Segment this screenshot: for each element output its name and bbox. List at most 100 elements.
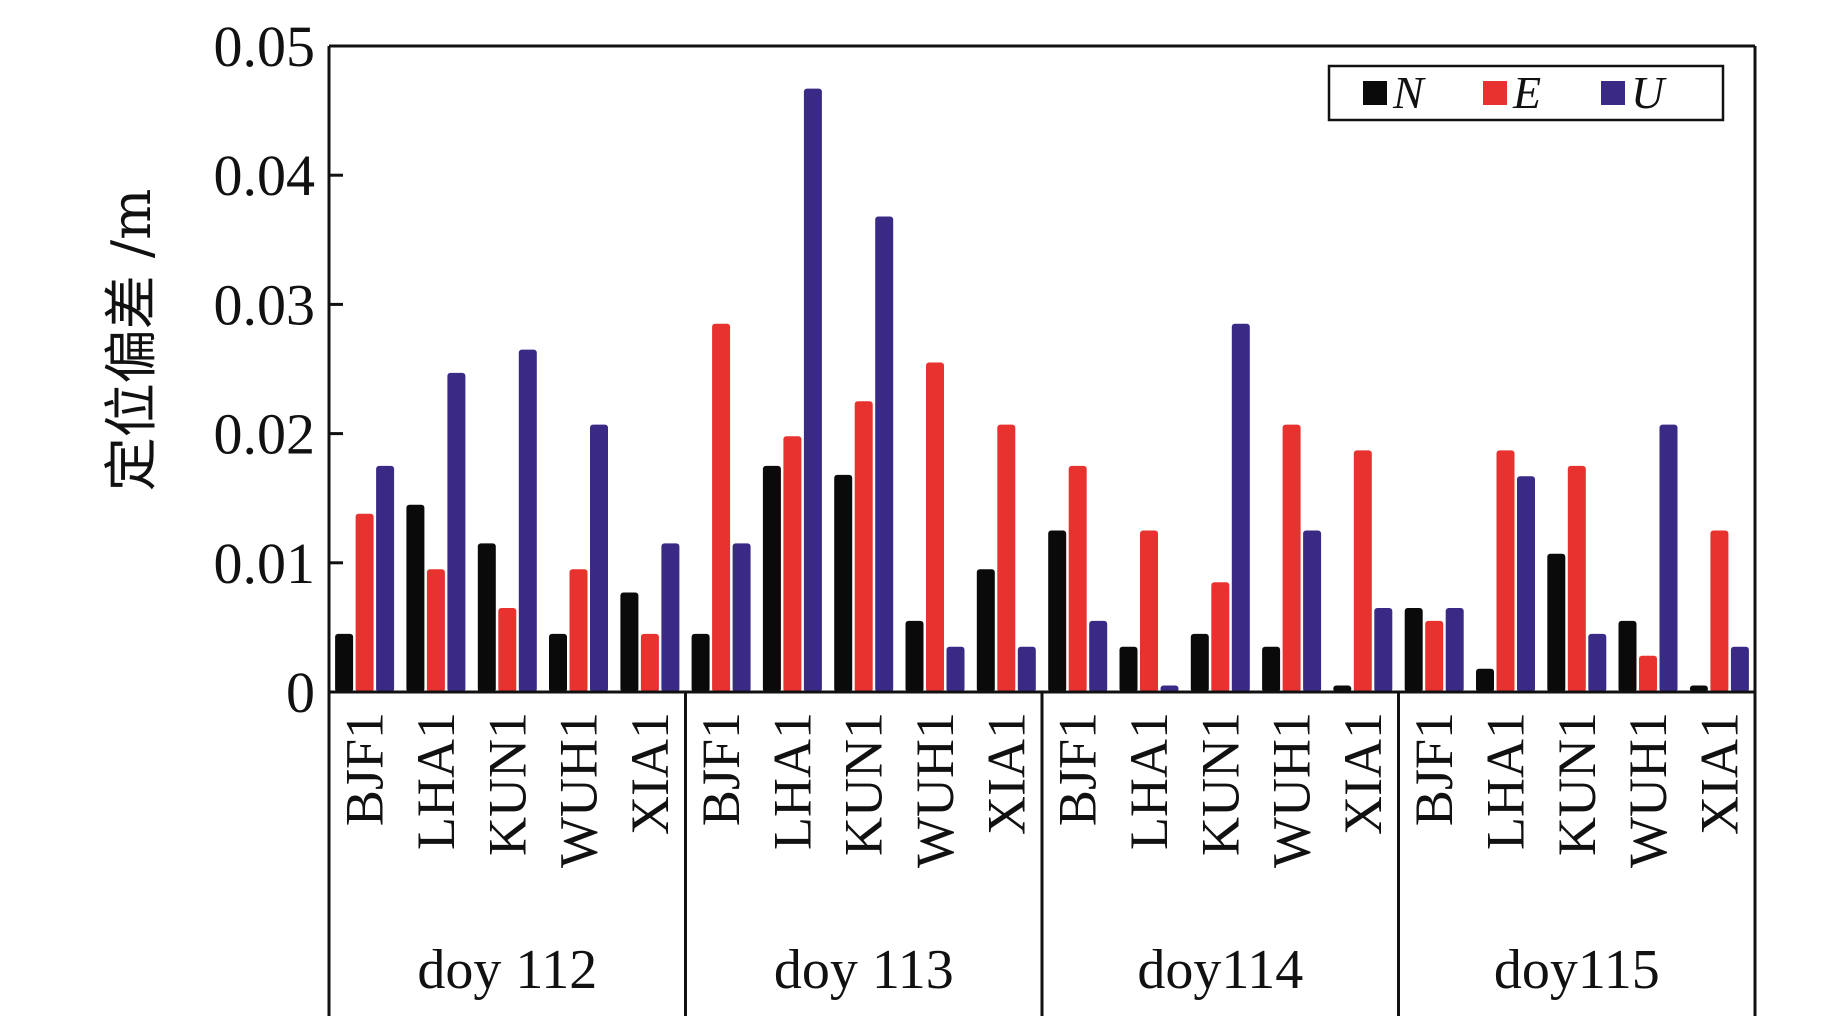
legend-swatch-U (1601, 81, 1625, 105)
bar-U-bjf1-3 (1089, 620, 1108, 692)
legend-box (1327, 64, 1725, 122)
bar-U-xia1-2 (1017, 646, 1036, 692)
bar-N-bjf1-1 (335, 633, 354, 692)
legend-label-E: E (1512, 67, 1541, 118)
bar-U-kun1-2 (875, 216, 894, 692)
bar-N-wuh1-4 (1618, 620, 1637, 692)
bar-E-wuh1-4 (1639, 655, 1657, 692)
bar-U-lha1-2 (803, 88, 822, 693)
bar-U-wuh1-4 (1659, 424, 1678, 692)
bar-E-xia1-3 (1353, 450, 1372, 692)
category-label-bjf1: BJF1 (335, 712, 395, 826)
y-tick-label: 0.03 (214, 272, 316, 337)
group-label: doy 113 (774, 939, 954, 1001)
bar-U-bjf1-1 (376, 465, 395, 692)
group-label: doy 112 (417, 939, 597, 1001)
bar-U-bjf1-2 (732, 543, 751, 692)
bar-U-xia1-4 (1730, 646, 1749, 692)
bar-E-xia1-2 (997, 424, 1016, 692)
bar-E-lha1-3 (1140, 530, 1158, 692)
y-tick-label: 0.02 (214, 402, 316, 467)
axes-group (327, 44, 1757, 1016)
bar-E-kun1-4 (1567, 465, 1586, 692)
y-ticks-group: 0 0.01 0.02 0.03 0.04 0.05 (214, 14, 343, 725)
bar-E-lha1-2 (783, 436, 802, 692)
bar-N-xia1-3 (1333, 685, 1352, 692)
bar-N-xia1-1 (620, 592, 639, 692)
bar-N-bjf1-3 (1048, 530, 1067, 692)
bar-U-xia1-1 (661, 543, 680, 692)
group-label: doy115 (1494, 939, 1660, 1001)
category-label-kun1: KUN1 (477, 712, 537, 856)
category-label-kun1: KUN1 (1547, 712, 1607, 856)
bar-N-wuh1-2 (905, 620, 924, 692)
bar-N-kun1-2 (834, 474, 853, 692)
legend-swatch-N (1363, 81, 1387, 105)
category-label-lha1: LHA1 (1476, 712, 1536, 850)
bar-U-xia1-3 (1374, 608, 1393, 692)
legend-label-N: N (1392, 67, 1426, 118)
bar-N-kun1-3 (1190, 633, 1209, 692)
bars-group (335, 88, 1749, 693)
y-axis-label-group: 定位偏差 /m (100, 189, 163, 492)
bar-U-lha1-4 (1517, 476, 1535, 692)
y-tick-label: 0 (286, 660, 315, 725)
bar-E-xia1-4 (1710, 530, 1729, 692)
bar-N-wuh1-3 (1262, 646, 1281, 692)
y-tick-label: 0.04 (214, 143, 316, 208)
y-tick-label: 0.05 (214, 14, 316, 79)
category-label-wuh1: WUH1 (905, 712, 965, 868)
category-label-lha1: LHA1 (762, 712, 822, 850)
bar-U-bjf1-4 (1445, 608, 1464, 692)
x-labels-group: BJF1 LHA1 KUN1 WUH1 XIA1 BJF1 LHA1 KUN1 WUH1 XIA1… (335, 712, 1750, 1001)
bar-N-lha1-4 (1476, 668, 1494, 692)
bar-N-kun1-1 (477, 543, 496, 692)
bar-U-wuh1-3 (1303, 530, 1322, 692)
bar-U-kun1-1 (518, 349, 537, 692)
bar-U-lha1-1 (447, 372, 466, 692)
category-label-lha1: LHA1 (406, 712, 466, 850)
category-label-kun1: KUN1 (1190, 712, 1250, 856)
category-label-xia1: XIA1 (620, 712, 680, 835)
bar-E-kun1-2 (854, 401, 873, 692)
category-label-wuh1: WUH1 (549, 712, 609, 868)
bar-E-lha1-4 (1496, 450, 1515, 692)
bar-E-kun1-3 (1211, 582, 1230, 692)
bar-U-kun1-4 (1588, 633, 1607, 692)
bar-N-xia1-4 (1689, 685, 1708, 692)
bar-N-wuh1-1 (549, 633, 567, 692)
group-label: doy114 (1137, 939, 1303, 1001)
bar-U-kun1-3 (1231, 323, 1250, 692)
bar-E-bjf1-3 (1068, 465, 1087, 692)
bar-E-bjf1-4 (1425, 620, 1444, 692)
bar-E-wuh1-2 (926, 362, 944, 692)
category-label-xia1: XIA1 (1333, 712, 1393, 835)
bar-E-bjf1-1 (355, 513, 374, 692)
bar-N-bjf1-4 (1404, 608, 1423, 692)
category-label-wuh1: WUH1 (1618, 712, 1678, 868)
bar-N-lha1-2 (762, 465, 781, 692)
bar-N-xia1-2 (976, 569, 995, 692)
bar-U-wuh1-1 (590, 424, 608, 692)
category-label-xia1: XIA1 (976, 712, 1036, 835)
bar-N-lha1-3 (1119, 646, 1138, 692)
category-label-xia1: XIA1 (1689, 712, 1749, 835)
bar-E-bjf1-2 (712, 323, 731, 692)
category-label-bjf1: BJF1 (1404, 712, 1464, 826)
bar-N-lha1-1 (406, 504, 425, 692)
bar-E-lha1-1 (426, 569, 445, 692)
bar-N-kun1-4 (1547, 553, 1566, 692)
bar-U-lha1-3 (1160, 685, 1179, 692)
y-tick-label: 0.01 (214, 531, 316, 596)
category-label-lha1: LHA1 (1119, 712, 1179, 850)
bar-E-wuh1-1 (569, 569, 588, 692)
category-label-bjf1: BJF1 (691, 712, 751, 826)
legend-swatch-E (1483, 81, 1507, 105)
y-axis-title: 定位偏差 /m (100, 189, 163, 492)
category-label-kun1: KUN1 (834, 712, 894, 856)
bar-E-wuh1-3 (1282, 424, 1301, 692)
bar-E-kun1-1 (498, 608, 517, 692)
bar-U-wuh1-2 (946, 646, 965, 692)
